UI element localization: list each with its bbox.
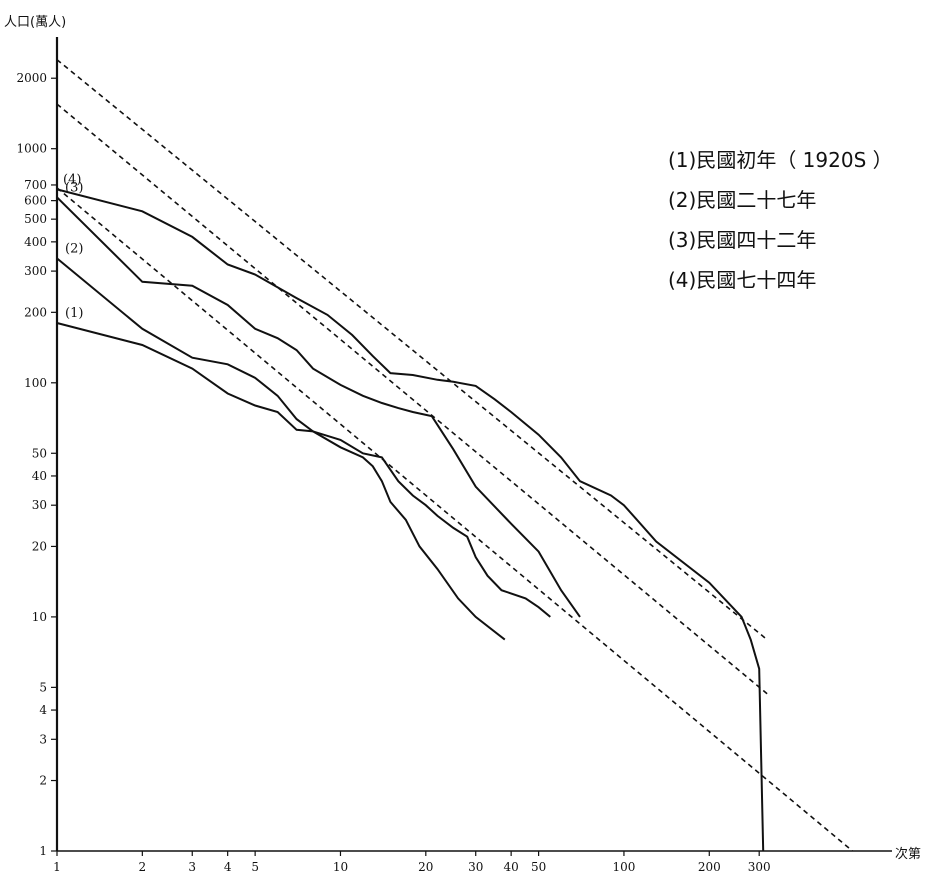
series-line-3 xyxy=(56,196,581,618)
series-line-1 xyxy=(56,322,506,641)
x-tick-label: 50 xyxy=(531,860,546,874)
y-tick-label: 500 xyxy=(24,212,47,226)
series-tag-2: (2) xyxy=(65,241,83,256)
y-ticks: 1 2 3 4 5 10 20 30 40 50 100 200 300 400 500 600 700 1000… xyxy=(16,71,57,858)
x-tick-label: 10 xyxy=(333,860,348,874)
y-tick-label: 50 xyxy=(32,446,47,460)
x-tick-label: 2 xyxy=(139,860,147,874)
y-tick-label: 700 xyxy=(24,178,47,192)
legend-item-2: (2)民國二十七年 xyxy=(668,188,817,212)
legend-item-3: (3)民國四十二年 xyxy=(668,228,817,252)
x-tick-label: 5 xyxy=(251,860,259,874)
series-tag-4: (4) xyxy=(63,172,81,187)
series-layer: (1) (2) (3)(4) xyxy=(56,59,854,852)
x-tick-label: 3 xyxy=(188,860,196,874)
x-axis-title: 次第 xyxy=(895,846,921,862)
y-tick-label: 2000 xyxy=(16,71,47,85)
x-tick-label: 300 xyxy=(748,860,771,874)
y-tick-label: 10 xyxy=(32,610,47,624)
y-tick-label: 100 xyxy=(24,376,47,390)
y-tick-label: 1 xyxy=(39,844,47,858)
series-tag-3: (3) xyxy=(65,180,83,195)
series-line-4 xyxy=(56,188,765,852)
x-tick-label: 100 xyxy=(612,860,635,874)
x-tick-label: 1 xyxy=(53,860,61,874)
y-tick-label: 2 xyxy=(39,774,47,788)
legend: (1)民國初年（ 1920S ） (2)民國二十七年 (3)民國四十二年 (4)… xyxy=(668,140,893,300)
x-tick-label: 20 xyxy=(418,860,433,874)
y-tick-label: 3 xyxy=(39,732,47,746)
y-tick-label: 40 xyxy=(32,469,47,483)
x-ticks: 1 2 3 4 5 10 20 30 40 50 100 200 300 xyxy=(53,851,771,874)
y-tick-label: 20 xyxy=(32,539,47,553)
reference-line-1 xyxy=(56,59,768,641)
y-tick-label: 30 xyxy=(32,498,47,512)
x-tick-label: 40 xyxy=(503,860,518,874)
legend-item-4: (4)民國七十四年 xyxy=(668,268,817,292)
series-tag-1: (1) xyxy=(65,306,83,321)
y-axis-title: 人口(萬人) xyxy=(4,15,66,30)
x-tick-label: 4 xyxy=(224,860,232,874)
y-tick-label: 4 xyxy=(39,703,47,717)
x-tick-label: 200 xyxy=(698,860,721,874)
axes xyxy=(55,37,892,852)
reference-line-2 xyxy=(56,103,768,695)
legend-item-1: (1)民國初年（ 1920S ） xyxy=(668,148,893,172)
y-tick-label: 300 xyxy=(24,264,47,278)
y-tick-label: 600 xyxy=(24,194,47,208)
y-tick-label: 400 xyxy=(24,235,47,249)
y-tick-label: 1000 xyxy=(16,142,47,156)
y-tick-label: 5 xyxy=(39,680,47,694)
series-line-2 xyxy=(56,257,551,618)
x-tick-label: 30 xyxy=(468,860,483,874)
y-tick-label: 200 xyxy=(24,305,47,319)
reference-line-3 xyxy=(56,187,854,852)
